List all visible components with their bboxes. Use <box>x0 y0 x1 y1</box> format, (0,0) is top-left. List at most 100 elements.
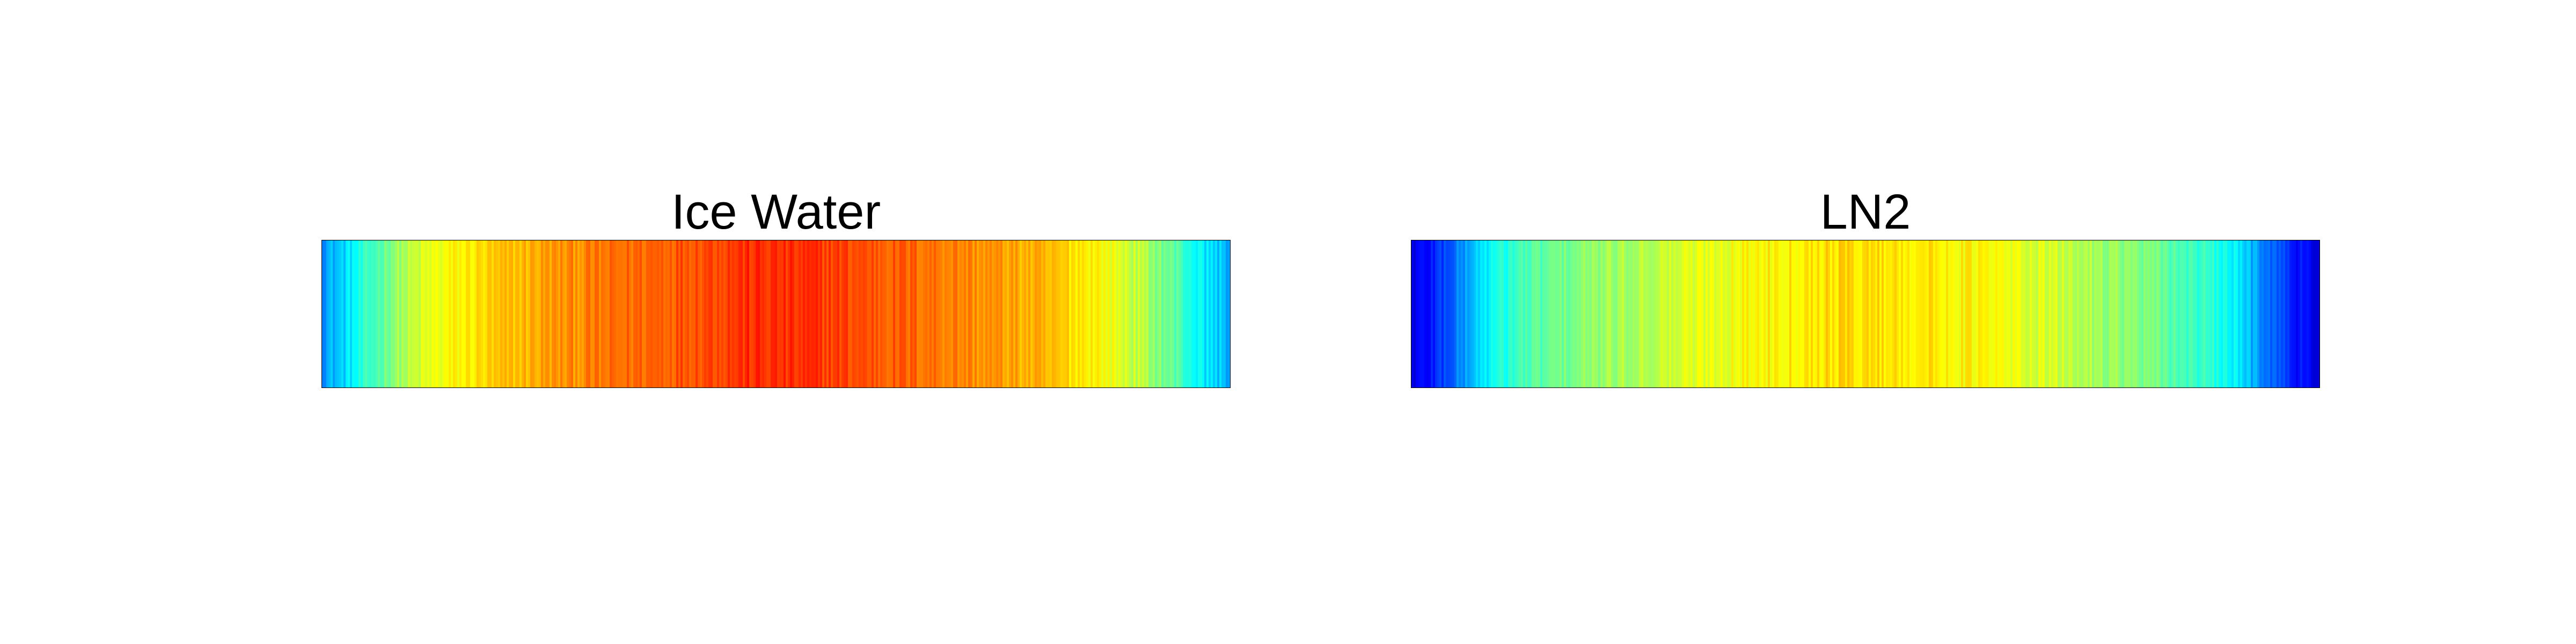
heatmap-column <box>960 240 962 387</box>
heatmap-column <box>339 240 342 387</box>
heatmap-column <box>824 240 827 387</box>
heatmap-column <box>1196 240 1198 387</box>
heatmap-column <box>1575 240 1577 387</box>
heatmap-column <box>668 240 670 387</box>
heatmap-column <box>2060 240 2062 387</box>
heatmap-column <box>1422 240 1425 387</box>
heatmap-column <box>1013 240 1016 387</box>
heatmap-column <box>835 240 838 387</box>
heatmap-column <box>846 240 848 387</box>
heatmap-column <box>1414 240 1416 387</box>
heatmap-column <box>633 240 636 387</box>
heatmap-column <box>910 240 913 387</box>
heatmap-column <box>1114 240 1117 387</box>
heatmap-column <box>1472 240 1474 387</box>
heatmap-column <box>2246 240 2249 387</box>
heatmap-column <box>404 240 406 387</box>
heatmap-column <box>1416 240 1418 387</box>
heatmap-column <box>2221 240 2223 387</box>
heatmap-column <box>945 240 947 387</box>
heatmap-column <box>912 240 915 387</box>
heatmap-column <box>1474 240 1476 387</box>
heatmap-column <box>2171 240 2174 387</box>
heatmap-column <box>1800 240 1803 387</box>
heatmap-column <box>1127 240 1130 387</box>
heatmap-column <box>1847 240 1850 387</box>
heatmap-column <box>1018 240 1020 387</box>
heatmap-column <box>1757 240 1760 387</box>
heatmap-column <box>2268 240 2271 387</box>
heatmap-column <box>1200 240 1203 387</box>
heatmap-column <box>550 240 552 387</box>
heatmap-column <box>2163 240 2165 387</box>
heatmap-column <box>1161 240 1164 387</box>
heatmap-column <box>1620 240 1622 387</box>
heatmap-column <box>1226 240 1228 387</box>
heatmap-column <box>1028 240 1031 387</box>
heatmap-column <box>1766 240 1768 387</box>
heatmap-column <box>2049 240 2052 387</box>
heatmap-column <box>2240 240 2243 387</box>
heatmap-column <box>1093 240 1095 387</box>
heatmap-column <box>1701 240 1704 387</box>
heatmap-column <box>2249 240 2251 387</box>
heatmap-column <box>1491 240 1494 387</box>
heatmap-column <box>2107 240 2110 387</box>
heatmap-column <box>2021 240 2024 387</box>
heatmap-column <box>588 240 591 387</box>
heatmap-column <box>2186 240 2189 387</box>
heatmap-column <box>987 240 990 387</box>
heatmap-column <box>554 240 557 387</box>
heatmap-column <box>1933 240 1936 387</box>
heatmap-column <box>331 240 333 387</box>
heatmap-column <box>393 240 396 387</box>
heatmap-column <box>1710 240 1713 387</box>
heatmap-column <box>1832 240 1835 387</box>
heatmap-column <box>2296 240 2299 387</box>
heatmap-column <box>642 240 645 387</box>
heatmap-column <box>1665 240 1667 387</box>
heatmap-column <box>1112 240 1115 387</box>
heatmap-column <box>532 240 535 387</box>
heatmap-column <box>2040 240 2043 387</box>
heatmap-column <box>1843 240 1846 387</box>
heatmap-column <box>1849 240 1852 387</box>
heatmap-column <box>1802 240 1805 387</box>
heatmap-column <box>816 240 818 387</box>
heatmap-column <box>2283 240 2286 387</box>
heatmap-column <box>1086 240 1089 387</box>
heatmap-column <box>560 240 563 387</box>
heatmap-column <box>1682 240 1685 387</box>
heatmap-column <box>2116 240 2118 387</box>
heatmap-column <box>539 240 541 387</box>
heatmap-column <box>2161 240 2163 387</box>
heatmap-column <box>2098 240 2101 387</box>
heatmap-column <box>485 240 488 387</box>
heatmap-column <box>1740 240 1743 387</box>
heatmap-column <box>466 240 469 387</box>
heatmap-column <box>753 240 756 387</box>
heatmap-column <box>1191 240 1194 387</box>
heatmap-column <box>1899 240 1901 387</box>
heatmap-column <box>906 240 909 387</box>
heatmap-column <box>1598 240 1601 387</box>
heatmap-column <box>2131 240 2133 387</box>
heatmap-column <box>749 240 752 387</box>
heatmap-column <box>2285 240 2288 387</box>
heatmap-column <box>2008 240 2011 387</box>
heatmap-column <box>1482 240 1485 387</box>
heatmap-column <box>1746 240 1749 387</box>
heatmap-column <box>1189 240 1192 387</box>
heatmap-column <box>1624 240 1627 387</box>
heatmap-column <box>2126 240 2129 387</box>
heatmap-column <box>891 240 894 387</box>
heatmap-column <box>1532 240 1534 387</box>
heatmap-column <box>2227 240 2230 387</box>
heatmap-column <box>1916 240 1919 387</box>
heatmap-column <box>1759 240 1762 387</box>
heatmap-column <box>631 240 634 387</box>
heatmap-column <box>384 240 387 387</box>
heatmap-column <box>1886 240 1889 387</box>
heatmap-column <box>1525 240 1528 387</box>
heatmap-column <box>2292 240 2294 387</box>
